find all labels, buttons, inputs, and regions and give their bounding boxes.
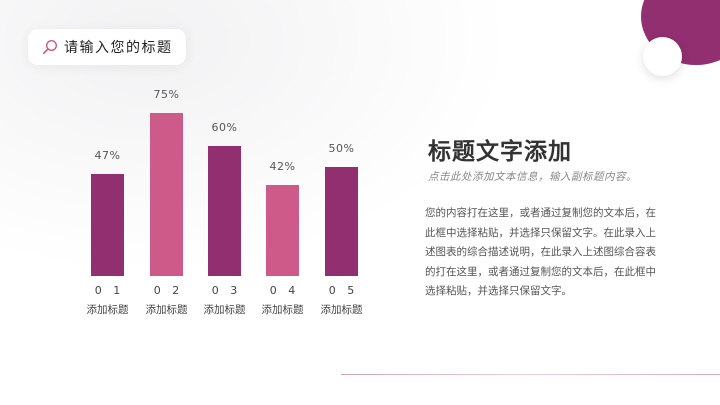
bar-value-label: 60% xyxy=(211,121,238,134)
title-placeholder: 请输入您的标题 xyxy=(64,40,173,56)
search-icon xyxy=(42,39,58,54)
category-label: 添加标题 xyxy=(261,304,304,316)
category-number: 0 5 xyxy=(328,284,359,297)
bar-value-label: 50% xyxy=(328,142,355,155)
bar xyxy=(150,113,183,276)
bar-value-label: 47% xyxy=(94,149,121,162)
bar xyxy=(325,167,358,276)
bar-value-label: 42% xyxy=(269,160,296,173)
bar xyxy=(266,185,299,276)
category-label: 添加标题 xyxy=(145,304,188,316)
bar xyxy=(208,146,241,276)
bar-value-label: 75% xyxy=(153,88,180,101)
subtitle: 点击此处添加文本信息，输入副标题内容。 xyxy=(428,171,637,183)
body-text: 您的内容打在这里，或者通过复制您的文本后，在此框中选择粘贴，并选择只保留文字。在… xyxy=(425,207,656,298)
decorative-circle-small xyxy=(643,37,682,76)
page-title: 标题文字添加 xyxy=(428,139,572,165)
category-number: 0 4 xyxy=(269,284,300,297)
category-label: 添加标题 xyxy=(203,304,246,316)
category-label: 添加标题 xyxy=(86,304,129,316)
bar xyxy=(91,174,124,276)
category-number: 0 1 xyxy=(94,284,125,297)
title-search-box[interactable]: 请输入您的标题 xyxy=(28,29,186,65)
category-label: 添加标题 xyxy=(320,304,363,316)
divider-line xyxy=(341,374,720,375)
category-number: 0 2 xyxy=(153,284,184,297)
category-number: 0 3 xyxy=(211,284,242,297)
